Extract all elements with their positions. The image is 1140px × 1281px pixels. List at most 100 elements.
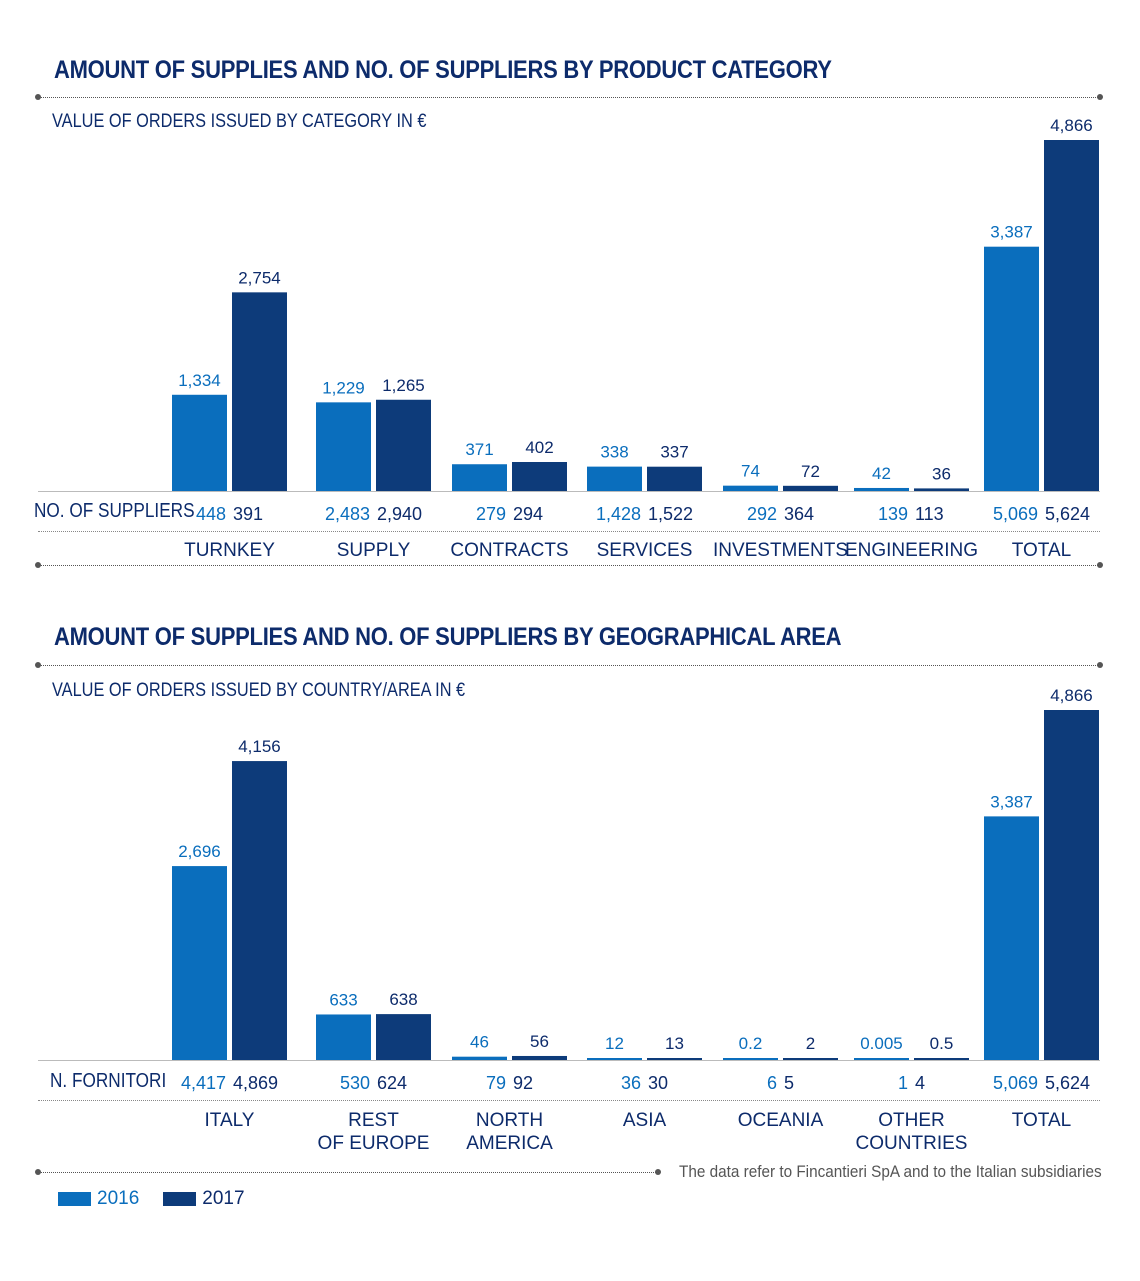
chart2-value-label-2017-2: 56 — [530, 1032, 549, 1051]
chart1-bar-2016-5 — [854, 487, 909, 491]
chart2-bar-2016-0 — [172, 866, 227, 1060]
chart1-bar-2016-3 — [587, 466, 642, 491]
chart1-value-label-2016-6: 3,387 — [990, 223, 1033, 242]
chart1-bar-2017-2 — [512, 462, 567, 491]
chart2-value-label-2016-2: 46 — [470, 1033, 489, 1052]
chart1-category-label-5-0: ENGINEERING — [845, 540, 978, 560]
footnote: The data refer to Fincantieri SpA and to… — [679, 1162, 1102, 1181]
chart2-count-label-2016-2: 79 — [486, 1073, 506, 1093]
chart1-count-label-2016-6: 5,069 — [993, 504, 1038, 524]
legend-item-2017: 2017 — [163, 1188, 245, 1210]
chart1-value-label-2016-2: 371 — [465, 440, 493, 459]
chart1-count-label-2017-2: 294 — [513, 504, 543, 524]
chart1-bar-2017-5 — [914, 488, 969, 491]
chart1-bar-2017-3 — [647, 466, 702, 491]
legend-item-2016: 2016 — [58, 1188, 139, 1210]
legend-swatch-2016 — [58, 1192, 91, 1206]
chart2-value-label-2017-0: 4,156 — [238, 737, 281, 756]
chart2-bar-2017-1 — [376, 1014, 431, 1060]
chart2-value-label-2017-6: 4,866 — [1050, 686, 1093, 705]
chart1-count-label-2016-3: 1,428 — [596, 504, 641, 524]
chart1-value-label-2017-0: 2,754 — [238, 268, 281, 287]
chart1-value-label-2017-6: 4,866 — [1050, 116, 1093, 135]
chart2-count-label-2016-3: 36 — [621, 1073, 641, 1093]
chart2-category-label-5-0: OTHER — [878, 1110, 945, 1131]
chart1-bottom-rule — [35, 562, 1103, 568]
chart2-count-label-2017-4: 5 — [784, 1073, 794, 1093]
chart2-count-label-2017-6: 5,624 — [1045, 1073, 1090, 1093]
chart1-count-label: NO. OF SUPPLIERS — [34, 500, 195, 522]
chart1-value-label-2016-3: 338 — [600, 443, 628, 462]
chart1-value-label-2016-0: 1,334 — [178, 371, 221, 390]
chart2-value-label-2016-1: 633 — [329, 990, 357, 1009]
chart2-value-label-2016-6: 3,387 — [990, 792, 1033, 811]
chart2-bar-2016-4 — [723, 1058, 778, 1060]
chart1-count-label-2017-5: 113 — [915, 504, 944, 524]
legend-label-2017: 2017 — [202, 1188, 245, 1209]
chart1-count-label-2016-0: 448 — [196, 504, 226, 524]
chart1-plot: 1,334 448 2,754 391 TURNKEY 1,229 2,483 1,265 2,… — [38, 116, 1100, 560]
chart1-bar-2016-1 — [316, 402, 371, 491]
chart2-bar-2016-5 — [854, 1058, 909, 1060]
chart1-count-label-2017-0: 391 — [233, 504, 263, 524]
chart1-category-label-6-0: TOTAL — [1012, 540, 1071, 560]
chart1-value-label-2017-1: 1,265 — [382, 376, 425, 395]
chart2-value-label-2017-1: 638 — [389, 990, 417, 1009]
chart2-category-label-2-0: NORTH — [476, 1110, 543, 1131]
chart1-subtitle: VALUE OF ORDERS ISSUED BY CATEGORY IN € — [52, 111, 427, 132]
chart1-bar-2017-0 — [232, 292, 287, 491]
chart2-value-label-2017-4: 2 — [806, 1034, 815, 1053]
chart2-bar-2016-2 — [452, 1056, 507, 1060]
chart2-value-label-2016-4: 0.2 — [739, 1034, 763, 1053]
chart1-bar-2016-2 — [452, 464, 507, 491]
chart1-bar-2017-1 — [376, 399, 431, 491]
chart1-bar-2016-4 — [723, 485, 778, 491]
chart1-count-label-2017-4: 364 — [784, 504, 814, 524]
chart1-count-label-2016-2: 279 — [476, 504, 506, 524]
chart2-count-label-2016-0: 4,417 — [181, 1073, 226, 1093]
chart1-top-rule — [35, 94, 1103, 100]
legend-label-2016: 2016 — [97, 1188, 140, 1209]
chart2-count-label-2017-3: 30 — [648, 1073, 668, 1093]
chart2-category-label-6-0: TOTAL — [1012, 1110, 1071, 1131]
chart2-category-label-1-0: REST — [348, 1110, 399, 1131]
chart2-count-label-2016-6: 5,069 — [993, 1073, 1038, 1093]
chart2-count-label-2017-0: 4,869 — [233, 1073, 278, 1093]
chart2-subtitle: VALUE OF ORDERS ISSUED BY COUNTRY/AREA I… — [52, 680, 466, 701]
chart1-value-label-2017-5: 36 — [932, 464, 951, 483]
chart1-bar-2017-4 — [783, 485, 838, 491]
chart1-bar-2017-6 — [1044, 140, 1099, 491]
chart2-top-rule — [35, 662, 1103, 668]
chart2-category-label-5-1: COUNTRIES — [856, 1133, 968, 1154]
chart2-count-label-2017-1: 624 — [377, 1073, 407, 1093]
chart2-count-label-2017-2: 92 — [513, 1073, 533, 1093]
chart2-value-label-2016-5: 0.005 — [860, 1034, 903, 1053]
chart1-count-label-2017-6: 5,624 — [1045, 504, 1090, 524]
chart1-category-label-2-0: CONTRACTS — [450, 540, 568, 560]
chart1-value-label-2017-2: 402 — [525, 438, 553, 457]
chart2-category-label-3-0: ASIA — [623, 1110, 667, 1131]
chart2-bar-2017-5 — [914, 1058, 969, 1060]
chart1-count-label-2017-1: 2,940 — [377, 504, 422, 524]
chart2-bar-2017-4 — [783, 1058, 838, 1060]
chart1-category-label-0-0: TURNKEY — [184, 540, 275, 560]
chart1-count-label-2016-1: 2,483 — [325, 504, 370, 524]
chart1-count-label-2016-4: 292 — [747, 504, 777, 524]
chart2-plot: 2,696 4,417 4,156 4,869 ITALY 633 5 30 638 624 RES… — [38, 686, 1100, 1154]
chart2-category-label-0-0: ITALY — [205, 1110, 255, 1131]
chart2-bar-2016-6 — [984, 816, 1039, 1060]
legend: 2016 2017 — [58, 1188, 269, 1210]
chart2-bar-2017-2 — [512, 1055, 567, 1060]
chart2-category-label-1-1: OF EUROPE — [318, 1133, 430, 1154]
chart2-category-label-4-0: OCEANIA — [738, 1110, 824, 1131]
chart2-value-label-2016-0: 2,696 — [178, 842, 221, 861]
chart1-value-label-2017-3: 337 — [660, 443, 688, 462]
chart1-value-label-2017-4: 72 — [801, 462, 820, 481]
chart2-count-rule — [38, 1100, 1100, 1101]
chart2-count-label-2016-4: 6 — [767, 1073, 777, 1093]
chart1-count-label-2016-5: 139 — [878, 504, 908, 524]
legend-swatch-2017 — [163, 1192, 197, 1206]
chart2-count-label-2016-5: 1 — [898, 1073, 908, 1093]
chart2-bottom-rule — [35, 1169, 661, 1175]
chart2-category-label-2-1: AMERICA — [466, 1133, 553, 1154]
